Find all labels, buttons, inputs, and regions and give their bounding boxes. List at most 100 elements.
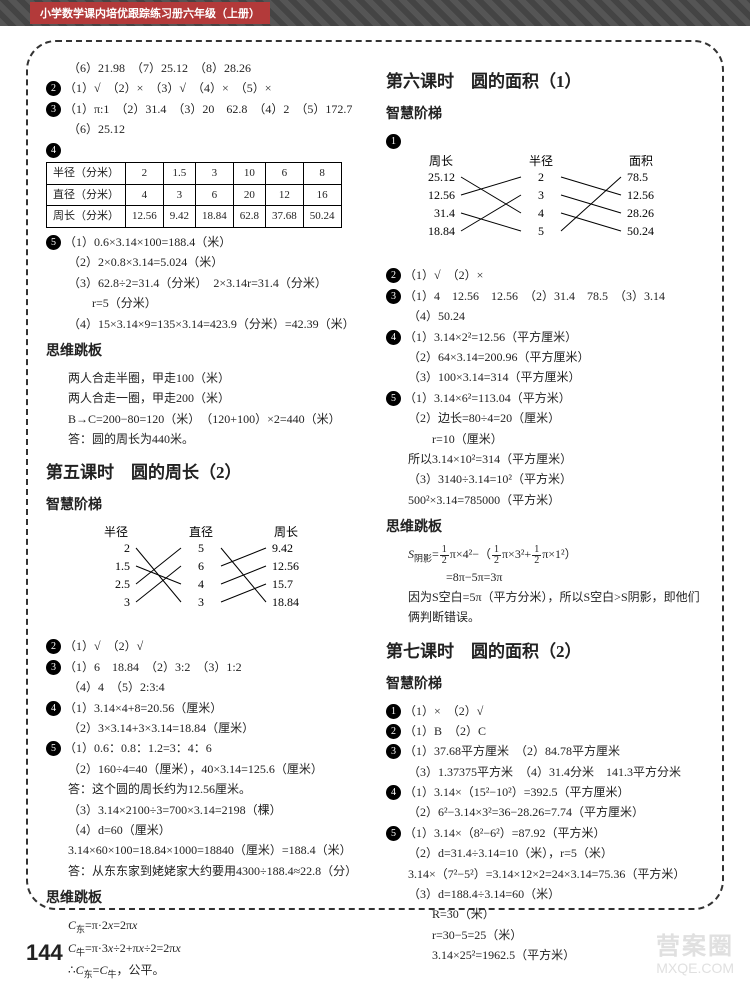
text-line: 500²×3.14=785000（平方米）: [386, 490, 704, 510]
section-zhihui: 智慧阶梯: [46, 494, 364, 518]
bullet-3-icon: 3: [46, 102, 61, 117]
text-line: （1）37.68平方厘米 （2）84.78平方厘米: [404, 744, 620, 758]
svg-text:半径: 半径: [529, 155, 553, 168]
svg-text:3: 3: [538, 188, 544, 202]
lesson-5-title: 第五课时 圆的周长（2）: [46, 459, 364, 488]
page-number: 144: [26, 940, 63, 966]
bullet-4-icon: 4: [46, 701, 61, 716]
svg-text:12.56: 12.56: [627, 188, 654, 202]
left-column: （6）21.98 （7）25.12 （8）28.26 2（1）√ （2）× （3…: [46, 58, 364, 892]
bullet-3-icon: 3: [46, 660, 61, 675]
section-siwei: 思维跳板: [386, 516, 704, 540]
svg-text:12.56: 12.56: [428, 188, 455, 202]
svg-text:半径: 半径: [104, 526, 128, 539]
text-line: （1）0.6×3.14×100=188.4（米）: [64, 235, 231, 249]
text-line: =8π−5π=3π: [386, 567, 704, 587]
text-line: （1）√ （2）×: [404, 268, 483, 282]
text-line: r=30−5=25（米）: [386, 925, 704, 945]
text-line: （2）6²−3.14×3²=36−28.26=7.74（平方厘米）: [386, 802, 704, 822]
svg-text:15.7: 15.7: [272, 577, 293, 591]
text-line: r=5（分米）: [46, 293, 364, 313]
section-zhihui: 智慧阶梯: [386, 673, 704, 697]
section-siwei: 思维跳板: [46, 340, 364, 364]
text-line: C牛=π·3x÷2+πx÷2=2πx: [46, 938, 364, 961]
svg-text:周长: 周长: [274, 526, 298, 539]
bullet-5-icon: 5: [46, 235, 61, 250]
book-title: 小学数学课内培优跟踪练习册六年级（上册）: [30, 2, 270, 24]
table-4: 半径（分米） 21.531068 直径（分米） 436201216 周长（分米）…: [46, 162, 342, 228]
text-line: （1）0.6：0.8：1.2=3：4：6: [64, 741, 212, 755]
bullet-4-icon: 4: [46, 143, 61, 158]
svg-text:4: 4: [198, 577, 204, 591]
text-line: （3）3.14×2100÷3=700×3.14=2198（棵）: [46, 800, 364, 820]
text-line: （1）√ （2）× （3）√ （4）× （5）×: [64, 81, 271, 95]
svg-text:9.42: 9.42: [272, 541, 293, 555]
bullet-3-icon: 3: [386, 289, 401, 304]
section-siwei: 思维跳板: [46, 887, 364, 911]
text-line: （4）d=60（厘米）: [46, 820, 364, 840]
text-line: 3.14×25²=1962.5（平方米）: [386, 945, 704, 965]
table-header: 半径（分米）: [47, 162, 126, 184]
svg-text:25.12: 25.12: [428, 170, 455, 184]
text-line: （3）62.8÷2=31.4（分米） 2×3.14r=31.4（分米）: [46, 273, 364, 293]
text-line: C东=π·2x=2πx: [46, 915, 364, 938]
table-header: 直径（分米）: [47, 184, 126, 206]
bullet-4-icon: 4: [386, 330, 401, 345]
text-line: 答：圆的周长为440米。: [46, 429, 364, 449]
svg-text:78.5: 78.5: [627, 170, 648, 184]
svg-text:2: 2: [124, 541, 130, 555]
text-line: （1）3.14×（8²−6²）=87.92（平方米）: [404, 826, 606, 840]
bullet-1-icon: 1: [386, 704, 401, 719]
svg-text:面积: 面积: [629, 155, 653, 168]
lesson-6-title: 第六课时 圆的面积（1）: [386, 68, 704, 97]
text-line: （2）64×3.14=200.96（平方厘米）: [386, 347, 704, 367]
matching-diagram-2: 周长半径面积25.1212.5631.418.84234578.512.5628…: [386, 155, 696, 255]
svg-text:31.4: 31.4: [434, 206, 455, 220]
text-line: 两人合走一圈，甲走200（米）: [46, 388, 364, 408]
svg-text:2: 2: [538, 170, 544, 184]
text-line: （2）2×0.8×3.14=5.024（米）: [46, 252, 364, 272]
text-line: （4）4 （5）2:3:4: [46, 677, 364, 697]
text-line: （1）B （2）C: [404, 724, 486, 738]
text-line: （6）21.98 （7）25.12 （8）28.26: [46, 58, 364, 78]
svg-text:5: 5: [198, 541, 204, 555]
matching-diagram-1: 半径直径周长21.52.5356439.4212.5615.718.84: [46, 526, 346, 626]
text-line: 答：从东东家到姥姥家大约要用4300÷188.4≈22.8（分）: [46, 861, 364, 881]
text-line: （3）3140÷3.14=10²（平方米）: [386, 469, 704, 489]
svg-text:28.26: 28.26: [627, 206, 654, 220]
bullet-1-icon: 1: [386, 134, 401, 149]
text-line: 3.14×60×100=18.84×1000=18840（厘米）=188.4（米…: [46, 840, 364, 860]
bullet-3-icon: 3: [386, 744, 401, 759]
svg-text:1.5: 1.5: [115, 559, 130, 573]
svg-text:3: 3: [124, 595, 130, 609]
text-line: （6）25.12: [46, 119, 364, 139]
svg-text:3: 3: [198, 595, 204, 609]
text-line: （2）边长=80÷4=20（厘米）: [386, 408, 704, 428]
table-header: 周长（分米）: [47, 206, 126, 228]
text-line: （3）1.37375平方米 （4）31.4分米 141.3平方分米: [386, 762, 704, 782]
text-line: 两人合走半圈，甲走100（米）: [46, 368, 364, 388]
lesson-7-title: 第七课时 圆的面积（2）: [386, 638, 704, 667]
text-line: （1）3.14×4+8=20.56（厘米）: [64, 701, 222, 715]
bullet-2-icon: 2: [46, 81, 61, 96]
text-line: （4）15×3.14×9=135×3.14=423.9（分米）=42.39（米）: [46, 314, 364, 334]
text-line: 答：这个圆的周长约为12.56厘米。: [46, 779, 364, 799]
bullet-4-icon: 4: [386, 785, 401, 800]
text-line: 因为S空白=5π（平方分米），所以S空白>S阴影，即他们俩判断错误。: [386, 587, 704, 628]
text-line: （1）× （2）√: [404, 704, 483, 718]
text-line: （2）160÷4=40（厘米），40×3.14=125.6（厘米）: [46, 759, 364, 779]
text-line: （1）6 18.84 （2）3:2 （3）1:2: [64, 660, 242, 674]
bullet-5-icon: 5: [386, 391, 401, 406]
text-line: （1）4 12.56 12.56 （2）31.4 78.5 （3）3.14: [404, 289, 665, 303]
text-line: （2）d=31.4÷3.14=10（米），r=5（米）: [386, 843, 704, 863]
text-line: R=30（米）: [386, 904, 704, 924]
text-line: （3）100×3.14=314（平方厘米）: [386, 367, 704, 387]
svg-text:6: 6: [198, 559, 204, 573]
svg-text:2.5: 2.5: [115, 577, 130, 591]
text-line: （1）√ （2）√: [64, 639, 143, 653]
text-line: （2）3×3.14+3×3.14=18.84（厘米）: [46, 718, 364, 738]
text-line: （1）3.14×6²=113.04（平方米）: [404, 391, 571, 405]
right-column: 第六课时 圆的面积（1） 智慧阶梯 1 周长半径面积25.1212.5631.4…: [386, 58, 704, 892]
text-line: （4）50.24: [386, 306, 704, 326]
svg-text:4: 4: [538, 206, 544, 220]
